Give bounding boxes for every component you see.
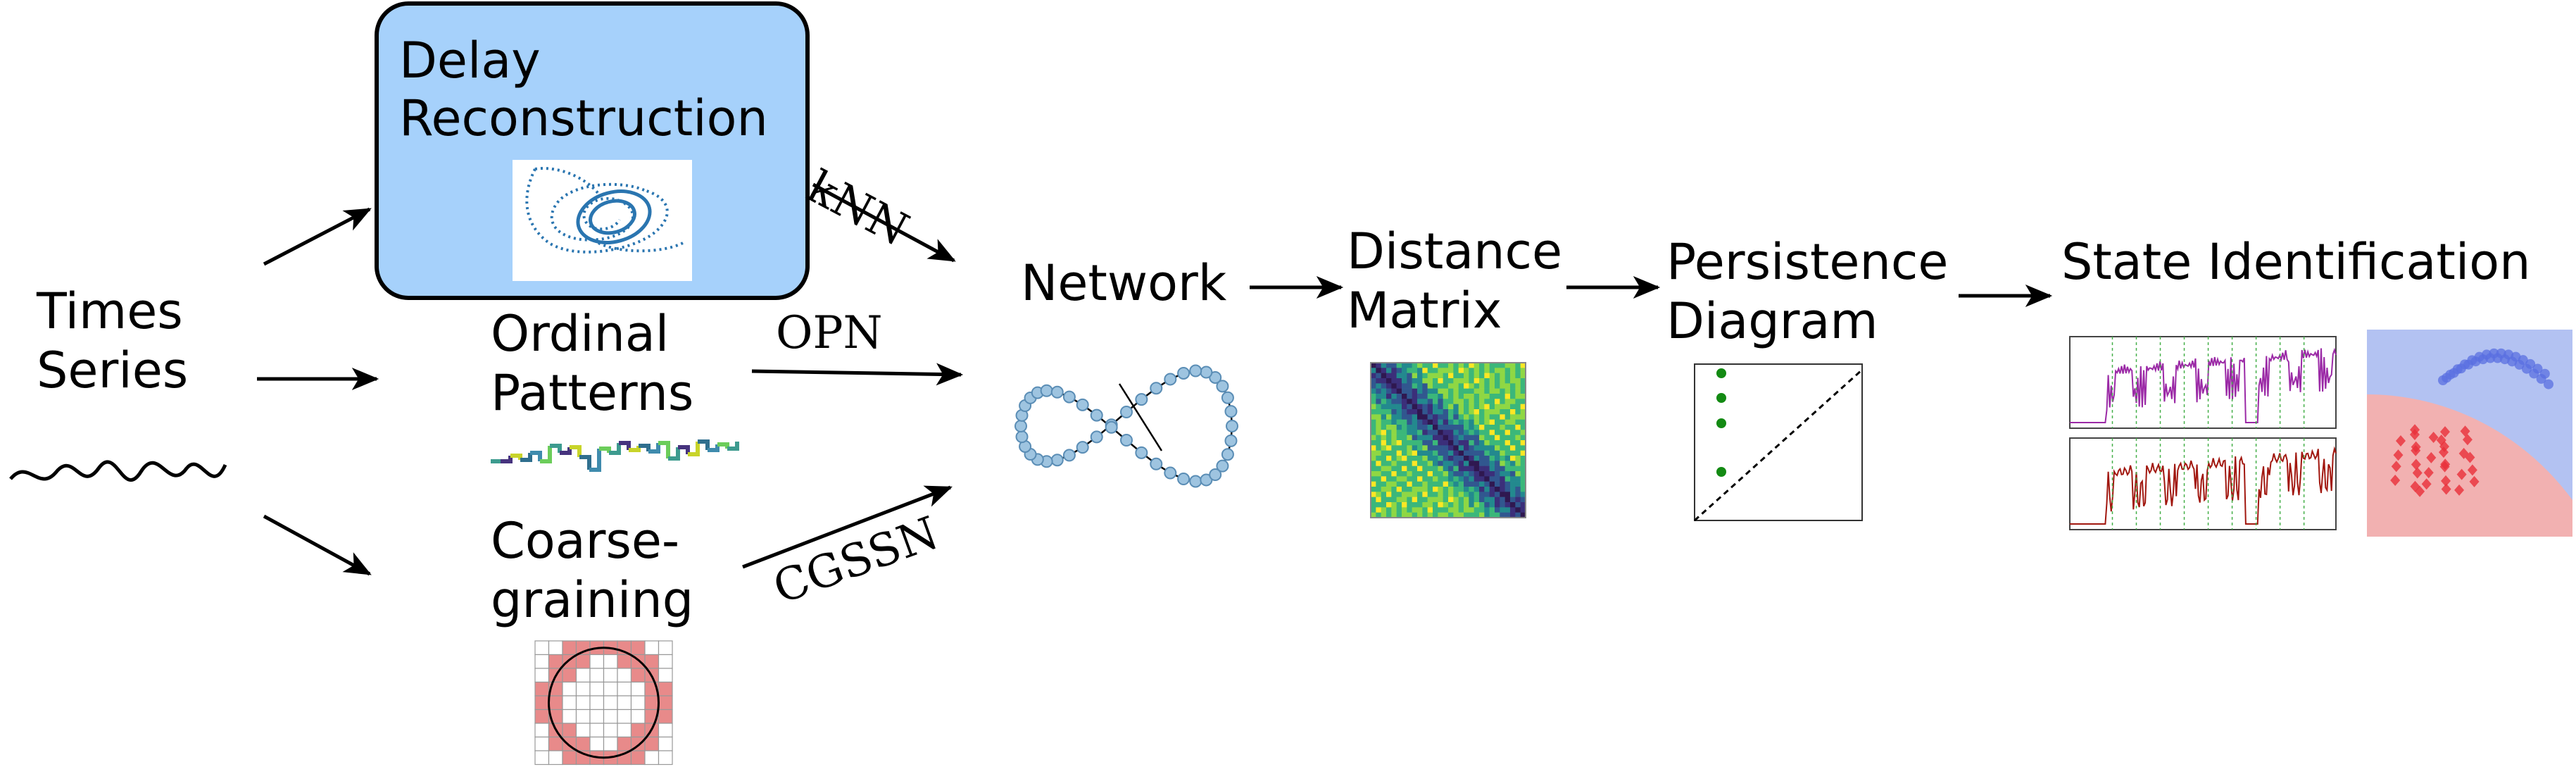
coarse-graining-grid bbox=[534, 640, 673, 766]
distance-matrix-label-line1: Distance bbox=[1347, 223, 1563, 280]
arrow-delay-to-network bbox=[812, 182, 956, 263]
persistence-diagram-plot bbox=[1693, 363, 1864, 522]
ordinal-patterns-label-line1: Ordinal bbox=[491, 305, 670, 363]
persistence-diagram-label-line1: Persistence bbox=[1666, 233, 1949, 291]
coarse-graining-label-line2: graining bbox=[491, 571, 694, 629]
time-series-waveform bbox=[9, 460, 227, 482]
arrow-series-to-delay bbox=[263, 207, 372, 266]
persistence-point bbox=[1716, 418, 1726, 428]
ordinal-patterns-label: Ordinal Patterns bbox=[491, 304, 693, 423]
coarse-graining-label: Coarse- graining bbox=[491, 511, 693, 630]
state-time-series-plots bbox=[2069, 336, 2337, 530]
persistence-point bbox=[1716, 368, 1726, 378]
time-series-label: Times Series bbox=[37, 282, 188, 400]
time-series-label-line2: Series bbox=[37, 342, 189, 399]
persistence-diagram-label-line2: Diagram bbox=[1666, 292, 1878, 350]
coarse-graining-label-line1: Coarse- bbox=[491, 512, 680, 570]
delay-reconstruction-label-line2: Reconstruction bbox=[399, 89, 768, 147]
delay-reconstruction-label: Delay Reconstruction bbox=[399, 32, 768, 147]
network-graph bbox=[1014, 364, 1238, 488]
state-classification-plot bbox=[2367, 330, 2572, 537]
distance-matrix-label: Distance Matrix bbox=[1347, 222, 1562, 340]
time-series-label-line1: Times bbox=[37, 282, 183, 340]
delay-reconstruction-label-line1: Delay bbox=[399, 32, 541, 89]
persistence-diagram-label: Persistence Diagram bbox=[1666, 232, 1948, 351]
arrow-ordinal-to-network bbox=[751, 363, 964, 386]
arrow-series-to-coarse bbox=[263, 514, 372, 576]
distance-matrix-heatmap bbox=[1370, 362, 1526, 518]
persistence-point bbox=[1716, 467, 1726, 477]
state-identification-label: State Identification bbox=[2061, 233, 2531, 291]
delay-reconstruction-box bbox=[375, 1, 810, 300]
distance-matrix-label-line2: Matrix bbox=[1347, 282, 1502, 339]
opn-edge-label: OPN bbox=[776, 307, 883, 359]
arrow-coarse-to-network bbox=[742, 485, 953, 569]
ordinal-patterns-thumbnail bbox=[491, 439, 739, 472]
persistence-point bbox=[1716, 393, 1726, 403]
ordinal-patterns-label-line2: Patterns bbox=[491, 364, 694, 422]
attractor-thumbnail bbox=[513, 160, 692, 281]
network-label: Network bbox=[1021, 254, 1227, 312]
